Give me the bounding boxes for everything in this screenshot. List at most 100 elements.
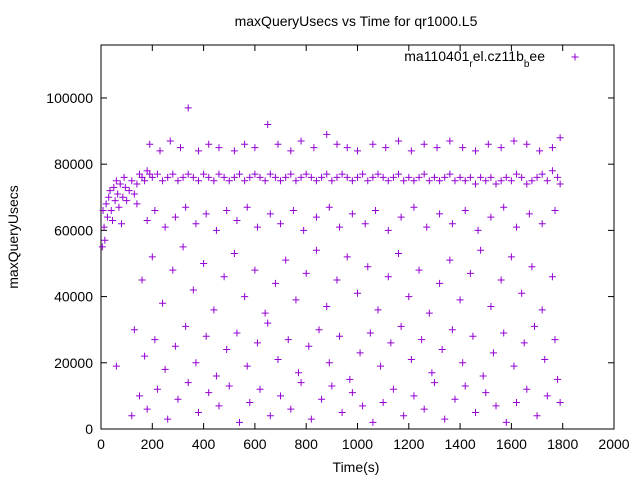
data-point xyxy=(98,243,106,251)
data-point xyxy=(523,140,531,148)
data-point xyxy=(141,352,149,360)
data-point xyxy=(264,120,272,128)
data-point xyxy=(418,336,426,344)
data-point xyxy=(477,246,485,254)
data-point xyxy=(151,336,159,344)
data-point xyxy=(456,173,464,181)
data-point xyxy=(528,177,536,185)
data-point xyxy=(469,332,477,340)
data-point xyxy=(292,177,300,185)
x-tick-label: 0 xyxy=(97,436,105,452)
data-point xyxy=(256,173,264,181)
data-point xyxy=(459,359,467,367)
data-point xyxy=(551,336,559,344)
data-point xyxy=(446,137,454,145)
data-point xyxy=(112,177,120,185)
data-point xyxy=(354,173,361,181)
data-point xyxy=(143,216,151,224)
x-tick-labels: 0 200 400 600 800 1000 1200 1400 1600 1800 2000 xyxy=(97,436,630,452)
data-point xyxy=(184,104,192,112)
data-point xyxy=(112,362,120,370)
data-point xyxy=(253,339,261,347)
data-point xyxy=(487,303,495,311)
data-point xyxy=(410,203,418,211)
data-point xyxy=(384,177,392,185)
data-point xyxy=(538,306,546,314)
data-point xyxy=(241,140,249,148)
data-point xyxy=(536,147,544,155)
data-point xyxy=(223,346,231,354)
data-point xyxy=(182,203,190,211)
x-tick-label: 1200 xyxy=(393,436,424,452)
data-point xyxy=(348,210,356,218)
x-tick-label: 800 xyxy=(295,436,319,452)
data-point xyxy=(233,329,241,337)
data-point xyxy=(461,382,469,390)
data-point xyxy=(492,180,500,188)
x-tick-label: 1600 xyxy=(496,436,527,452)
data-point xyxy=(423,223,431,231)
data-point xyxy=(164,173,172,181)
data-point xyxy=(153,385,161,393)
data-point xyxy=(156,147,164,155)
data-point xyxy=(400,177,408,185)
data-point xyxy=(325,359,333,367)
data-point xyxy=(364,263,372,271)
data-point xyxy=(202,332,210,340)
data-point xyxy=(246,173,254,181)
legend-label: ma110401rel.cz11bbee xyxy=(404,48,545,70)
data-point xyxy=(451,395,459,403)
data-point xyxy=(109,216,117,224)
data-point xyxy=(497,177,505,185)
data-point xyxy=(466,269,474,277)
data-point xyxy=(205,389,213,397)
data-point xyxy=(118,220,126,228)
data-point xyxy=(389,385,397,393)
data-point xyxy=(410,177,418,185)
data-point xyxy=(361,220,369,228)
data-point xyxy=(425,177,433,185)
data-point xyxy=(171,213,179,221)
data-point xyxy=(287,405,295,413)
data-point xyxy=(230,147,238,155)
data-point xyxy=(159,177,167,185)
data-point xyxy=(233,216,241,224)
data-point xyxy=(336,223,344,231)
data-point xyxy=(256,385,264,393)
data-point xyxy=(359,170,367,178)
data-point xyxy=(430,379,438,387)
data-point xyxy=(161,365,169,373)
data-point xyxy=(333,276,341,284)
data-point xyxy=(420,170,428,178)
data-point xyxy=(407,147,415,155)
data-point xyxy=(420,140,428,148)
data-point xyxy=(556,180,564,188)
data-point xyxy=(164,415,172,423)
x-axis-label: Time(s) xyxy=(333,459,380,475)
data-point xyxy=(200,170,208,178)
data-point xyxy=(497,276,505,284)
data-point xyxy=(338,170,346,178)
data-point xyxy=(507,177,515,185)
legend-label-part: r xyxy=(469,59,473,70)
data-point xyxy=(518,173,526,181)
data-point xyxy=(169,266,177,274)
legend-label-part: el.cz11b xyxy=(473,48,524,64)
data-point xyxy=(153,170,161,178)
data-point xyxy=(236,418,244,426)
data-point xyxy=(548,273,556,281)
y-tick-label: 20000 xyxy=(54,355,93,371)
data-point xyxy=(338,408,346,416)
data-point xyxy=(315,326,323,334)
data-point xyxy=(282,256,290,264)
legend-marker xyxy=(571,53,579,61)
data-point xyxy=(395,250,403,258)
data-point xyxy=(487,213,495,221)
data-point xyxy=(420,405,428,413)
data-point xyxy=(182,322,190,330)
data-points xyxy=(98,104,564,426)
data-point xyxy=(189,173,197,181)
data-point xyxy=(130,326,138,334)
data-point xyxy=(356,349,364,357)
data-point xyxy=(251,170,259,178)
